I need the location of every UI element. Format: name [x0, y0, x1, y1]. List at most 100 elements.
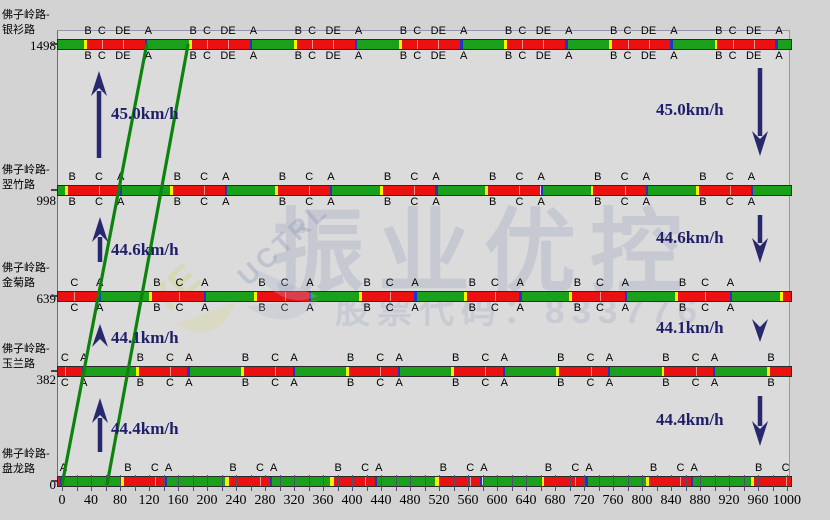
phase-separator — [122, 40, 124, 49]
x-axis-tick — [279, 475, 281, 491]
signal-phase-segment — [480, 477, 483, 486]
signal-phase-segment — [294, 40, 297, 49]
signal-phase-segment — [454, 367, 503, 376]
signal-phase-segment — [590, 186, 594, 195]
x-axis-tick — [787, 475, 788, 491]
x-axis-tick — [236, 475, 237, 491]
x-axis-tick-label: 120 — [138, 493, 160, 508]
x-axis-tick — [395, 475, 397, 491]
phase-letter-above: B — [610, 25, 618, 37]
x-axis-tick-label: 280 — [254, 493, 276, 508]
signal-phase-segment — [188, 40, 192, 49]
phase-letter-below: A — [726, 302, 735, 314]
signal-phase-segment — [309, 292, 312, 301]
x-axis-tick — [642, 475, 643, 491]
phase-separator — [365, 477, 367, 486]
x-axis-tick — [598, 475, 600, 491]
phase-letter-below: C — [94, 196, 103, 208]
signal-phase-segment — [270, 477, 273, 486]
x-axis-tick-label: 800 — [631, 493, 653, 508]
phase-letter-above: A — [537, 171, 545, 183]
phase-letter-below: A — [185, 377, 193, 389]
phase-letter-above: B — [346, 352, 355, 364]
phase-letter-above: B — [699, 171, 707, 183]
x-axis-tick-label: 360 — [312, 493, 334, 508]
intersection-name-line1: 佛子岭路- — [2, 9, 50, 21]
phase-separator — [522, 40, 524, 49]
x-axis-tick — [207, 475, 208, 491]
phase-letter-below: B — [136, 377, 144, 389]
phase-letter-above: A — [354, 25, 363, 37]
signal-phase-segment — [626, 292, 675, 301]
phase-letter-below: B — [68, 196, 76, 208]
x-axis-tick — [671, 475, 672, 491]
phase-letter-above: A — [80, 352, 88, 364]
signal-phase-segment — [101, 292, 149, 301]
signal-phase-segment — [565, 40, 568, 49]
signal-phase-segment — [122, 186, 171, 195]
phase-letter-above: C — [280, 277, 289, 289]
phase-letter-below: B — [678, 302, 687, 314]
signal-phase-segment — [437, 186, 486, 195]
phase-letter-above: A — [222, 171, 230, 183]
phase-letter-above: B — [573, 277, 582, 289]
phase-letter-above: B — [544, 462, 553, 474]
phase-letter-below: A — [565, 50, 573, 62]
intersection-distance: 382 — [36, 372, 57, 387]
phase-letter-below: A — [432, 196, 440, 208]
phase-letter-below: B — [383, 196, 392, 208]
phase-separator — [680, 477, 682, 486]
phase-letter-below: C — [305, 196, 314, 208]
phase-letter-below: DE — [430, 50, 446, 62]
speed-label-left: 44.6km/h — [111, 240, 179, 259]
signal-phase-segment — [375, 477, 378, 486]
x-axis-tick — [381, 475, 382, 491]
phase-letter-below: C — [595, 302, 604, 314]
phase-letter-above: A — [642, 171, 651, 183]
phase-letter-above: B — [439, 462, 448, 474]
x-axis-tick-label: 920 — [718, 493, 740, 508]
speed-label-right: 45.0km/h — [656, 100, 724, 119]
signal-timing-bar — [57, 366, 792, 377]
x-axis-tick-label: 760 — [602, 493, 624, 508]
signal-phase-segment — [607, 367, 611, 376]
signal-phase-segment — [670, 40, 673, 49]
phase-separator — [179, 292, 181, 301]
phase-separator — [705, 292, 707, 301]
phase-letter-below: B — [84, 50, 92, 62]
phase-letter-below: A — [710, 377, 719, 389]
phase-letter-above: C — [60, 352, 69, 364]
phase-letter-above: A — [565, 25, 573, 37]
signal-phase-segment — [731, 292, 780, 301]
signal-phase-segment — [294, 367, 347, 376]
intersection-label: 佛子岭路- 玉兰路 382 — [2, 342, 56, 387]
phase-letter-below: B — [699, 196, 707, 208]
phase-letter-above: DE — [430, 25, 446, 37]
phase-separator — [389, 292, 391, 301]
intersection-distance: 639 — [36, 291, 57, 306]
phase-letter-above: A — [670, 25, 678, 37]
phase-letter-below: A — [516, 302, 524, 314]
phase-letter-above: DE — [640, 25, 657, 37]
x-axis-tick — [584, 475, 585, 491]
phase-letter-above: B — [241, 352, 250, 364]
phase-letter-below: B — [504, 50, 513, 62]
x-axis-tick — [613, 475, 614, 491]
phase-letter-above: B — [136, 352, 144, 364]
x-axis-tick-label: 680 — [544, 493, 566, 508]
signal-phase-segment — [292, 367, 295, 376]
phase-letter-above: A — [201, 277, 209, 289]
x-axis-tick-label: 520 — [428, 493, 450, 508]
phase-letter-below: A — [327, 196, 335, 208]
signal-phase-segment — [779, 292, 783, 301]
signal-phase-segment — [439, 477, 481, 486]
x-axis-tick-label: 440 — [370, 493, 392, 508]
phase-letter-above: C — [255, 462, 264, 474]
signal-phase-segment — [58, 292, 99, 301]
signal-phase-segment — [167, 477, 226, 486]
signal-phase-segment — [488, 186, 541, 195]
phase-letter-above: B — [452, 352, 460, 364]
phase-letter-above: A — [621, 277, 629, 289]
x-axis-tick — [76, 475, 78, 491]
phase-letter-below: C — [728, 50, 737, 62]
